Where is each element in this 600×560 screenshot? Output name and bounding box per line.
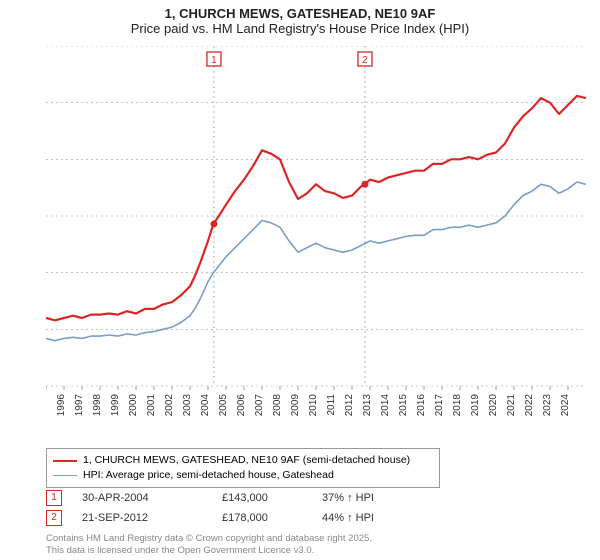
svg-text:1998: 1998 xyxy=(92,394,103,416)
sale-date-1: 30-APR-2004 xyxy=(82,492,222,504)
sale-row-1: 1 30-APR-2004 £143,000 37% ↑ HPI xyxy=(46,490,566,506)
legend-swatch xyxy=(53,460,77,462)
legend-label: HPI: Average price, semi-detached house,… xyxy=(83,468,334,483)
svg-text:2005: 2005 xyxy=(218,394,229,416)
sale-date-2: 21-SEP-2012 xyxy=(82,512,222,524)
title-line1: 1, CHURCH MEWS, GATESHEAD, NE10 9AF xyxy=(0,6,600,21)
svg-text:1995: 1995 xyxy=(46,394,49,416)
svg-text:2019: 2019 xyxy=(470,394,481,416)
svg-text:2004: 2004 xyxy=(200,394,211,416)
legend: 1, CHURCH MEWS, GATESHEAD, NE10 9AF (sem… xyxy=(46,448,440,488)
sale-pct-2: 44% ↑ HPI xyxy=(322,512,442,524)
svg-text:2023: 2023 xyxy=(542,394,553,416)
svg-text:2015: 2015 xyxy=(398,394,409,416)
svg-text:2011: 2011 xyxy=(326,394,337,416)
sale-price-1: £143,000 xyxy=(222,492,322,504)
svg-text:1: 1 xyxy=(211,55,217,66)
svg-text:2020: 2020 xyxy=(488,394,499,416)
sale-price-2: £178,000 xyxy=(222,512,322,524)
svg-text:2017: 2017 xyxy=(434,394,445,416)
sale-row-2: 2 21-SEP-2012 £178,000 44% ↑ HPI xyxy=(46,510,566,526)
svg-text:1999: 1999 xyxy=(110,394,121,416)
footer: Contains HM Land Registry data © Crown c… xyxy=(46,533,372,556)
footer-line2: This data is licensed under the Open Gov… xyxy=(46,545,372,556)
chart-title: 1, CHURCH MEWS, GATESHEAD, NE10 9AF Pric… xyxy=(0,0,600,36)
svg-text:1997: 1997 xyxy=(74,394,85,416)
svg-text:2013: 2013 xyxy=(362,394,373,416)
svg-text:2016: 2016 xyxy=(416,394,427,416)
svg-text:2014: 2014 xyxy=(380,394,391,416)
svg-text:2002: 2002 xyxy=(164,394,175,416)
svg-text:2008: 2008 xyxy=(272,394,283,416)
legend-label: 1, CHURCH MEWS, GATESHEAD, NE10 9AF (sem… xyxy=(83,453,410,468)
svg-text:2: 2 xyxy=(362,55,368,66)
legend-swatch xyxy=(53,475,77,476)
title-line2: Price paid vs. HM Land Registry's House … xyxy=(0,21,600,36)
svg-text:2010: 2010 xyxy=(308,394,319,416)
legend-item: HPI: Average price, semi-detached house,… xyxy=(53,468,433,483)
svg-text:2000: 2000 xyxy=(128,394,139,416)
svg-text:2007: 2007 xyxy=(254,394,265,416)
price-chart: £0£50K£100K£150K£200K£250K£300K199519961… xyxy=(46,46,586,416)
svg-text:2003: 2003 xyxy=(182,394,193,416)
svg-text:1996: 1996 xyxy=(56,394,67,416)
svg-text:2021: 2021 xyxy=(506,394,517,416)
svg-text:2012: 2012 xyxy=(344,394,355,416)
sale-pct-1: 37% ↑ HPI xyxy=(322,492,442,504)
footer-line1: Contains HM Land Registry data © Crown c… xyxy=(46,533,372,544)
svg-text:2009: 2009 xyxy=(290,394,301,416)
sale-marker-1: 1 xyxy=(46,490,62,506)
svg-text:2006: 2006 xyxy=(236,394,247,416)
svg-text:2001: 2001 xyxy=(146,394,157,416)
sale-marker-2: 2 xyxy=(46,510,62,526)
legend-item: 1, CHURCH MEWS, GATESHEAD, NE10 9AF (sem… xyxy=(53,453,433,468)
svg-text:2018: 2018 xyxy=(452,394,463,416)
svg-text:2024: 2024 xyxy=(560,394,571,416)
svg-text:2022: 2022 xyxy=(524,394,535,416)
